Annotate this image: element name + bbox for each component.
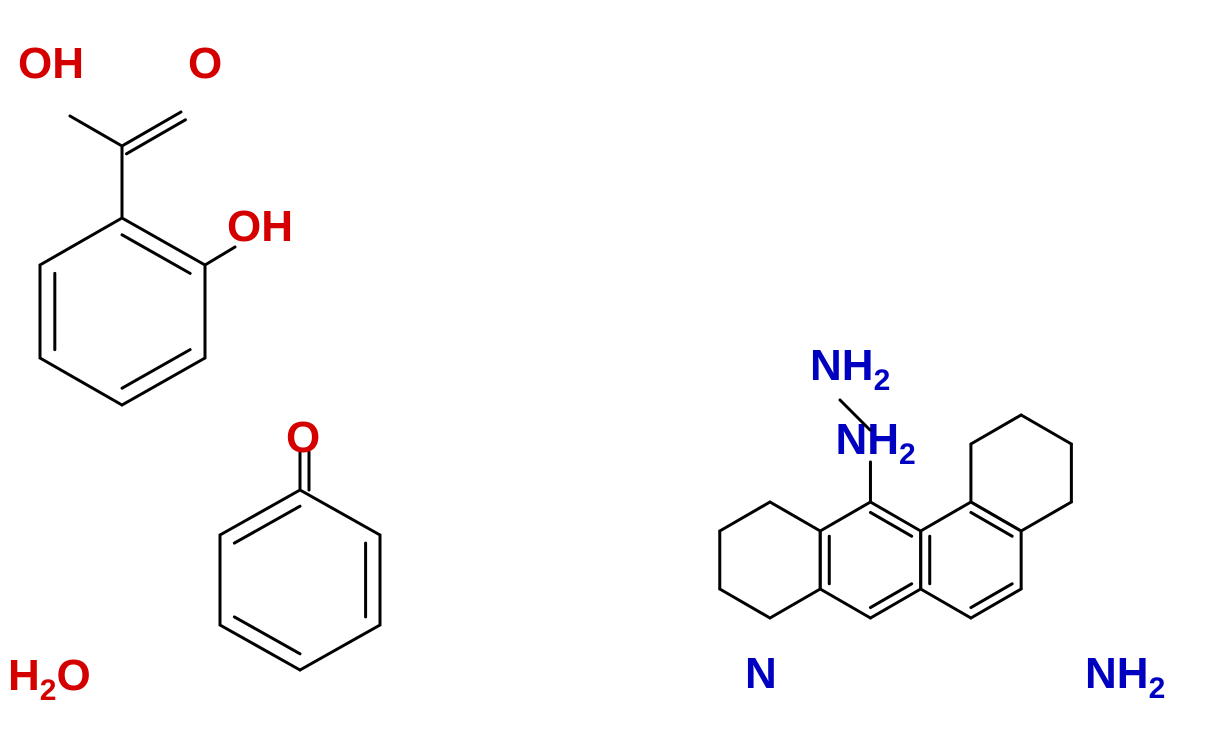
svg-text:N: N (745, 649, 777, 698)
svg-text:OH: OH (18, 39, 84, 88)
svg-text:NH2: NH2 (1085, 649, 1165, 705)
svg-text:NH2: NH2 (810, 341, 890, 397)
svg-text:OH: OH (227, 202, 293, 251)
molecule-diagram: OH O OH H2O O NH2 N NH2 NH2 (0, 0, 1231, 749)
svg-text:O: O (188, 39, 222, 88)
svg-text:O: O (286, 413, 320, 462)
svg-text:H2O: H2O (8, 651, 91, 707)
svg-text:NH2: NH2 (835, 415, 915, 471)
